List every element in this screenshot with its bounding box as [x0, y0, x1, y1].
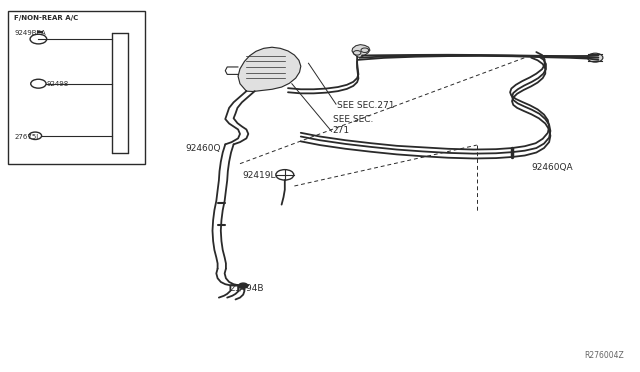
Text: 27675J: 27675J — [14, 135, 38, 141]
Text: 92460QA: 92460QA — [531, 163, 573, 172]
Text: 92419L: 92419L — [242, 171, 275, 180]
Text: 92498: 92498 — [46, 81, 68, 87]
Circle shape — [239, 283, 248, 288]
Text: 21494B: 21494B — [229, 284, 264, 293]
Text: SEE SEC.
271: SEE SEC. 271 — [333, 115, 373, 135]
Polygon shape — [352, 45, 370, 58]
Text: 9249BEA: 9249BEA — [14, 31, 45, 36]
Text: R276004Z: R276004Z — [584, 351, 624, 360]
Text: F/NON-REAR A/C: F/NON-REAR A/C — [14, 16, 78, 22]
Text: SEE SEC.271: SEE SEC.271 — [337, 101, 395, 110]
Circle shape — [588, 53, 603, 62]
Text: 92460Q: 92460Q — [186, 144, 221, 153]
Bar — [8, 11, 145, 164]
Polygon shape — [238, 47, 301, 92]
